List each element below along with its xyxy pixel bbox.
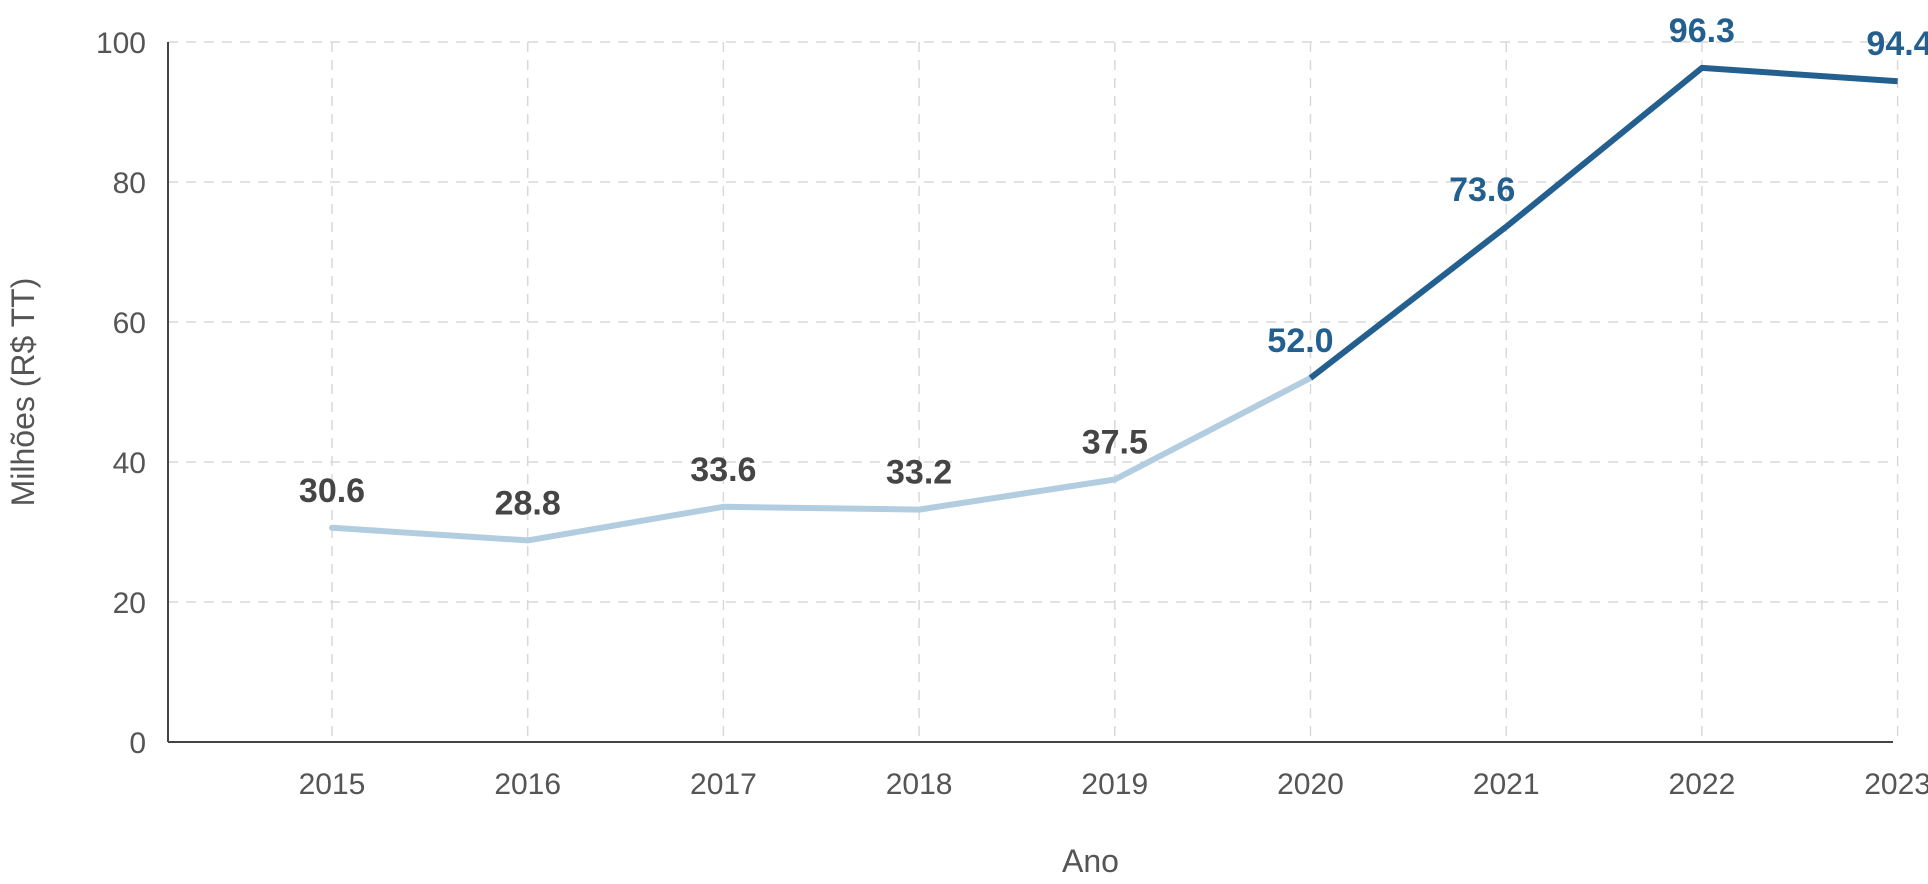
x-tick-label: 2019 xyxy=(1081,768,1148,801)
x-tick-label: 2021 xyxy=(1473,768,1540,801)
y-tick-label: 40 xyxy=(113,447,146,480)
data-label: 73.6 xyxy=(1449,171,1515,209)
data-label: 94.4 xyxy=(1866,25,1928,63)
gridlines xyxy=(168,41,1899,742)
data-label: 96.3 xyxy=(1669,12,1735,50)
x-tick-label: 2016 xyxy=(494,768,561,801)
x-axis-title: Ano xyxy=(1062,843,1119,879)
x-tick-label: 2023 xyxy=(1864,768,1928,801)
x-tick-label: 2015 xyxy=(299,768,366,801)
data-labels: 30.6 28.8 33.6 33.2 37.5 52.0 73.6 96.3 94.4 xyxy=(299,12,1928,523)
y-tick-label: 100 xyxy=(96,27,146,60)
data-label: 28.8 xyxy=(495,484,561,522)
data-label: 33.6 xyxy=(690,451,756,489)
series-line-late xyxy=(1308,64,1898,381)
x-tick-label: 2017 xyxy=(690,768,757,801)
data-label: 33.2 xyxy=(886,454,952,492)
y-axis-title: Milhões (R$ TT) xyxy=(5,278,41,507)
data-label: 30.6 xyxy=(299,472,365,510)
data-label: 37.5 xyxy=(1082,424,1148,462)
x-tick-labels: 2015 2016 2017 2018 2019 2020 2021 2022 2023 xyxy=(299,768,1928,801)
data-label: 52.0 xyxy=(1267,322,1333,360)
y-tick-label: 0 xyxy=(129,727,146,760)
x-tick-label: 2020 xyxy=(1277,768,1344,801)
y-tick-label: 60 xyxy=(113,307,146,340)
x-tick-label: 2022 xyxy=(1669,768,1736,801)
x-tick-label: 2018 xyxy=(886,768,953,801)
y-tick-labels: 0 20 40 60 80 100 xyxy=(96,27,146,760)
series-line-early xyxy=(329,375,1314,544)
y-tick-label: 80 xyxy=(113,167,146,200)
series-lines xyxy=(329,64,1898,544)
y-tick-label: 20 xyxy=(113,587,146,620)
